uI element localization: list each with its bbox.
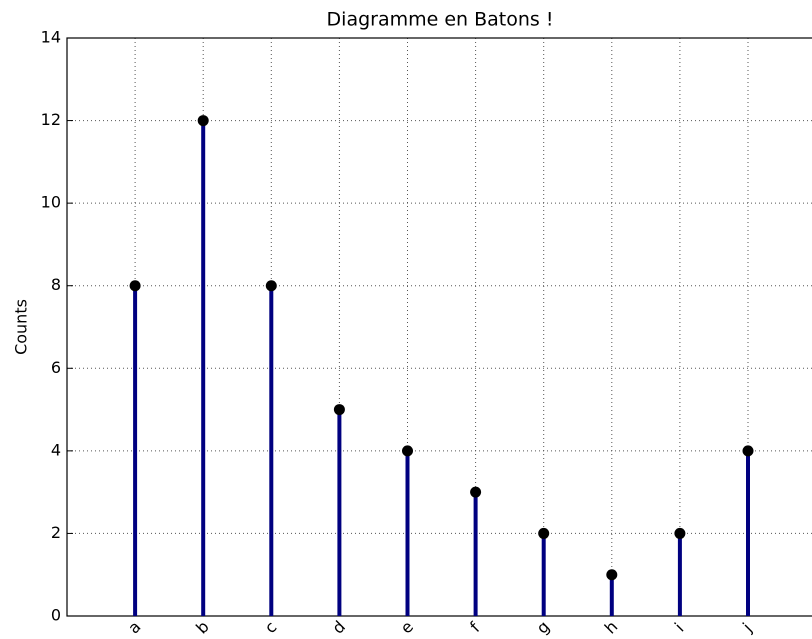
stem-marker bbox=[606, 569, 618, 581]
stem-marker bbox=[197, 115, 209, 127]
x-tick-label: h bbox=[601, 617, 622, 638]
x-tick-label: g bbox=[533, 617, 554, 638]
y-tick-label: 12 bbox=[41, 110, 61, 129]
stem-marker bbox=[333, 404, 345, 416]
y-axis-label: Counts bbox=[12, 299, 31, 355]
stem-marker bbox=[402, 445, 413, 457]
x-tick-label: a bbox=[124, 617, 144, 637]
x-tick-label: f bbox=[466, 618, 484, 636]
y-tick-label: 8 bbox=[51, 275, 61, 294]
stem-marker bbox=[674, 527, 686, 539]
y-tick-label: 6 bbox=[51, 358, 61, 377]
x-tick-label: c bbox=[261, 617, 281, 637]
y-tick-label: 10 bbox=[41, 193, 61, 212]
stem-marker bbox=[742, 445, 754, 457]
x-tick-label: e bbox=[397, 617, 417, 637]
x-tick-label: i bbox=[671, 619, 688, 636]
y-tick-label: 2 bbox=[51, 523, 61, 542]
stem-marker bbox=[129, 280, 141, 292]
y-tick-label: 0 bbox=[51, 606, 61, 625]
stem-marker bbox=[538, 527, 550, 539]
plot-frame bbox=[66, 37, 812, 617]
y-tick-label: 14 bbox=[41, 28, 61, 47]
x-tick-label: j bbox=[738, 619, 755, 636]
stem-marker bbox=[265, 280, 277, 292]
y-tick-label: 4 bbox=[51, 440, 61, 459]
stem-marker bbox=[470, 486, 482, 498]
x-tick-label: b bbox=[192, 617, 213, 638]
chart-title: Diagramme en Batons ! bbox=[327, 9, 554, 31]
x-tick-label: d bbox=[328, 617, 349, 638]
